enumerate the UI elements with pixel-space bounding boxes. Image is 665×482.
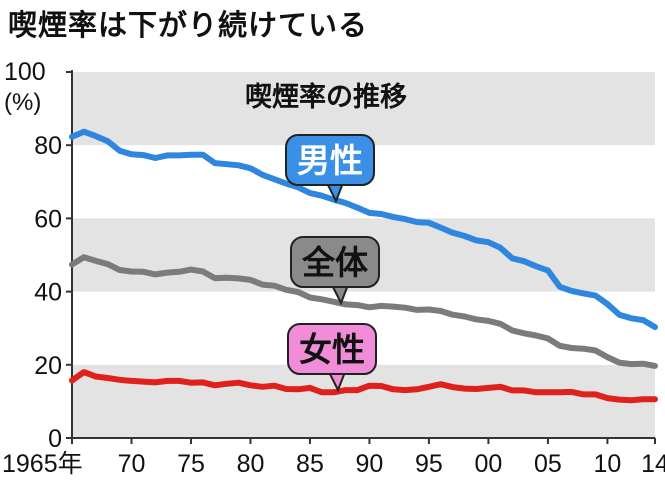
x-tick-label: 95 [415, 450, 443, 478]
series-line [69, 254, 658, 369]
y-tick-label: 40 [34, 279, 62, 307]
series-label: 男性 [297, 141, 363, 180]
x-tick-label: 1965年 [2, 450, 83, 478]
y-tick-label: 20 [34, 352, 62, 380]
x-tick-label: 05 [534, 450, 562, 478]
label-box [285, 134, 375, 186]
grid-bands [72, 72, 655, 438]
y-axis-ticks: 0 20 40 60 80 [34, 71, 72, 453]
chart-title: 喫煙率の推移 [245, 81, 407, 113]
series-label-box: 全体 [290, 236, 380, 306]
label-box [287, 323, 377, 375]
series-line [69, 128, 658, 331]
series-label-box: 女性 [287, 323, 377, 393]
label-box [290, 236, 380, 288]
x-tick-label: 14 [641, 450, 665, 478]
y-tick-label: 0 [48, 425, 62, 453]
grid-band [72, 72, 655, 146]
series-label: 女性 [299, 330, 365, 369]
grid-band [72, 364, 655, 438]
y-axis-top-label: 100 [4, 58, 46, 86]
series-lines [69, 128, 658, 404]
x-tick-label: 85 [296, 450, 324, 478]
y-tick-label: 80 [34, 132, 62, 160]
y-axis-unit-label: (%) [4, 89, 41, 116]
x-tick-label: 00 [475, 450, 503, 478]
y-tick-label: 60 [34, 205, 62, 233]
x-tick-label: 90 [356, 450, 384, 478]
x-tick-label: 70 [118, 450, 146, 478]
headline: 喫煙率は下がり続けている [8, 8, 369, 42]
x-tick-label: 10 [594, 450, 622, 478]
x-axis-ticks: 1965年 70 75 80 85 90 95 00 05 10 14 [2, 438, 665, 478]
x-tick-label: 75 [177, 450, 205, 478]
series-label: 全体 [301, 243, 368, 282]
series-line [69, 369, 658, 404]
series-label-box: 男性 [285, 134, 375, 204]
x-tick-label: 80 [237, 450, 265, 478]
